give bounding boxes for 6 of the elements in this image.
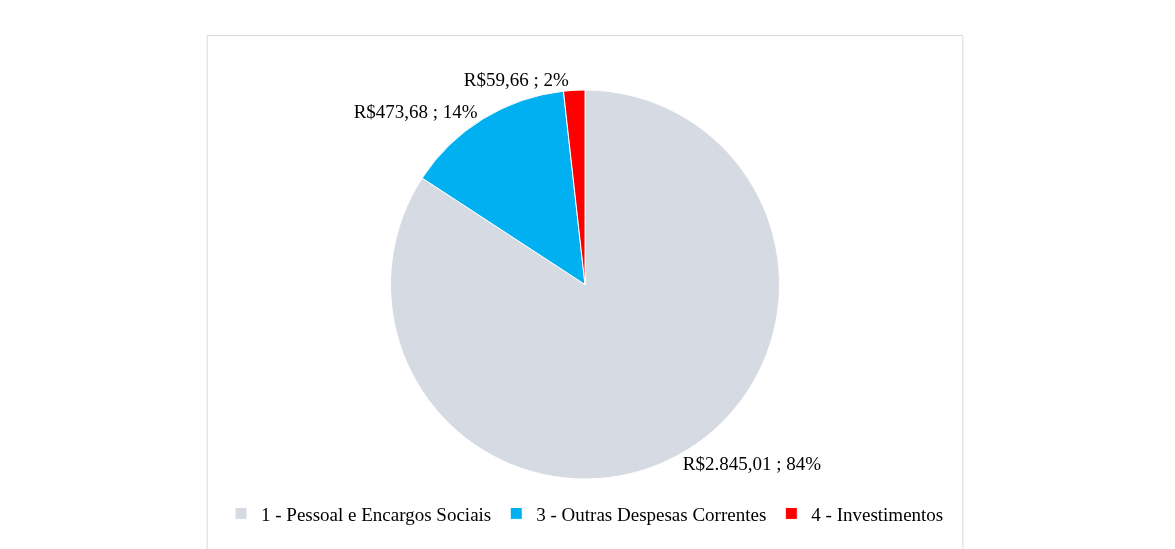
- legend-label: 1 - Pessoal e Encargos Sociais: [261, 503, 492, 525]
- data-label: R$59,66 ; 2%: [463, 69, 569, 91]
- legend-label: 4 - Investimentos: [811, 503, 944, 525]
- data-label: R$473,68 ; 14%: [353, 100, 478, 122]
- legend-label: 3 - Outras Despesas Correntes: [536, 503, 767, 525]
- data-label: R$2.845,01 ; 84%: [682, 453, 822, 475]
